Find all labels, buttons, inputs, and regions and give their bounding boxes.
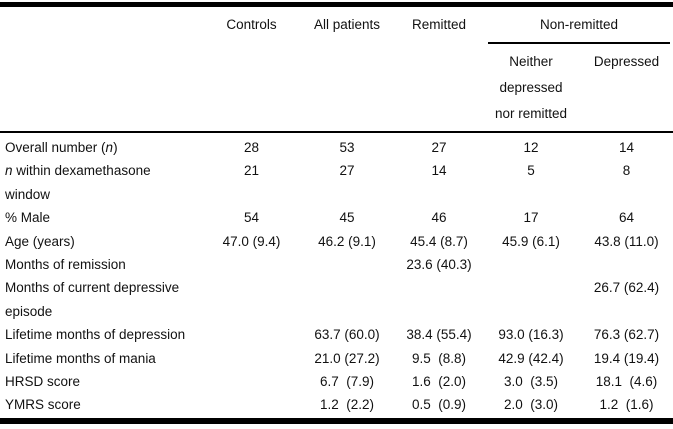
table-cell: 0.5 (0.9) [411, 397, 467, 413]
column-header-all-patients: All patients [313, 17, 381, 32]
table-cell: 21.0 (27.2) [314, 350, 380, 366]
table-row: HRSD score 6.7 (7.9) 1.6 (2.0) 3.0 (3.5) 18.… [0, 370, 673, 393]
row-label: Months of current depressive episode [0, 276, 205, 323]
row-label: HRSD score [0, 370, 205, 393]
table-row: Overall number (n) 28 53 27 12 14 [0, 136, 673, 159]
table-cell: 46 [431, 210, 447, 226]
row-label-segment: ) [113, 140, 118, 155]
row-label-segment: within dexamethasone window [5, 163, 151, 202]
table-cell: 1.2 (2.2) [319, 397, 375, 413]
table-header: Controls All patients Remitted Non-remit… [0, 7, 673, 127]
table-cell: 1.6 (2.0) [411, 374, 467, 390]
table-cell: 47.0 (9.4) [222, 233, 281, 249]
table-cell: 46.2 (9.1) [318, 233, 376, 249]
column-header-depressed: Depressed [593, 54, 660, 69]
table-cell: 14 [431, 163, 447, 179]
table-row: % Male 54 45 46 17 64 [0, 206, 673, 229]
table-cell: 27 [339, 163, 355, 179]
table-row: Months of remission 23.6 (40.3) [0, 253, 673, 276]
row-label: YMRS score [0, 393, 205, 416]
row-label-italic-segment: n [5, 163, 13, 179]
row-label-segment: HRSD score [5, 374, 81, 390]
row-label-segment: % Male [5, 210, 51, 226]
table-cell: 43.8 (11.0) [594, 233, 659, 249]
table-cell: 14 [618, 140, 635, 155]
table-cell: 64 [618, 210, 635, 226]
row-label: Lifetime months of mania [0, 347, 205, 370]
header-row-sub: Neither depressed nor remitted Depressed [0, 44, 673, 127]
spacer-cell [205, 44, 298, 127]
row-label: Months of remission [0, 253, 205, 276]
table-row: Lifetime months of mania 21.0 (27.2) 9.5 (… [0, 347, 673, 370]
row-label: Age (years) [0, 230, 205, 253]
table-row: Months of current depressive episode 26.7… [0, 276, 673, 323]
table-cell: 54 [243, 210, 260, 226]
table-row: YMRS score 1.2 (2.2) 0.5 (0.9) 2.0 (3.0) 1.2… [0, 393, 673, 416]
table-cell: 45 [339, 210, 355, 226]
table-top-rule [0, 2, 673, 7]
table-cell: 42.9 (42.4) [498, 350, 564, 366]
column-header-neither-depressed-nor-remitted: Neither depressed nor remitted [494, 54, 568, 121]
row-label: % Male [0, 206, 205, 229]
spacer-cell [0, 44, 205, 127]
spacer-cell [396, 44, 482, 127]
row-label-segment: Age (years) [5, 233, 75, 249]
table-cell: 28 [243, 140, 260, 155]
table-body: Overall number (n) 28 53 27 12 14 n within dex… [0, 133, 673, 417]
table-cell: 5 [527, 163, 535, 179]
table-cell: 38.4 (55.4) [406, 327, 472, 343]
table-cell: 76.3 (62.7) [593, 327, 660, 343]
table-cell: 3.0 (3.5) [503, 374, 559, 390]
table-cell: 21 [243, 163, 260, 179]
table-cell: 12 [523, 140, 539, 155]
table-row: Age (years) 47.0 (9.4) 46.2 (9.1) 45.4 (8.7… [0, 230, 673, 253]
row-label: Overall number (n) [0, 136, 205, 159]
column-header-remitted: Remitted [411, 17, 467, 32]
table-cell: 45.4 (8.7) [410, 233, 468, 249]
table-cell: 1.2 (1.6) [599, 397, 654, 413]
row-label: n within dexamethasone window [0, 159, 205, 206]
table-cell: 63.7 (60.0) [314, 327, 380, 343]
table-cell: 23.6 (40.3) [406, 257, 472, 273]
table-cell: 19.4 (19.4) [593, 350, 660, 366]
row-label-segment: Lifetime months of depression [5, 327, 186, 343]
column-header-controls: Controls [226, 17, 277, 32]
row-label: Lifetime months of depression [0, 323, 205, 346]
table-cell: 45.9 (6.1) [502, 233, 560, 249]
row-label-segment: YMRS score [5, 397, 81, 413]
table-cell: 18.1 (4.6) [595, 374, 658, 390]
spacer-cell [298, 44, 396, 127]
row-label-segment: Months of current depressive episode [5, 280, 180, 319]
table-cell: 2.0 (3.0) [503, 397, 559, 413]
table-header-rule [0, 131, 673, 133]
table-row: n within dexamethasone window 21 27 14 5 8 [0, 159, 673, 206]
row-label-italic-segment: n [105, 140, 114, 155]
table-cell: 6.7 (7.9) [319, 374, 375, 390]
row-label-column-header [0, 7, 205, 44]
table-row: Lifetime months of depression 63.7 (60.0)… [0, 323, 673, 346]
table-cell: 53 [339, 140, 355, 155]
row-label-segment: Lifetime months of mania [5, 350, 156, 366]
column-group-header-non-remitted: Non-remitted [488, 7, 670, 44]
table-cell: 17 [523, 210, 539, 226]
table-cell: 27 [431, 140, 447, 155]
table-bottom-rule [0, 418, 673, 424]
table-cell: 9.5 (8.8) [411, 350, 467, 366]
row-label-segment: Overall number ( [5, 140, 106, 155]
header-row-main: Controls All patients Remitted Non-remit… [0, 7, 673, 44]
table-cell: 26.7 (62.4) [593, 280, 660, 296]
table-cell: 93.0 (16.3) [498, 327, 564, 343]
row-label-segment: Months of remission [5, 257, 126, 273]
table-cell: 8 [622, 163, 631, 179]
